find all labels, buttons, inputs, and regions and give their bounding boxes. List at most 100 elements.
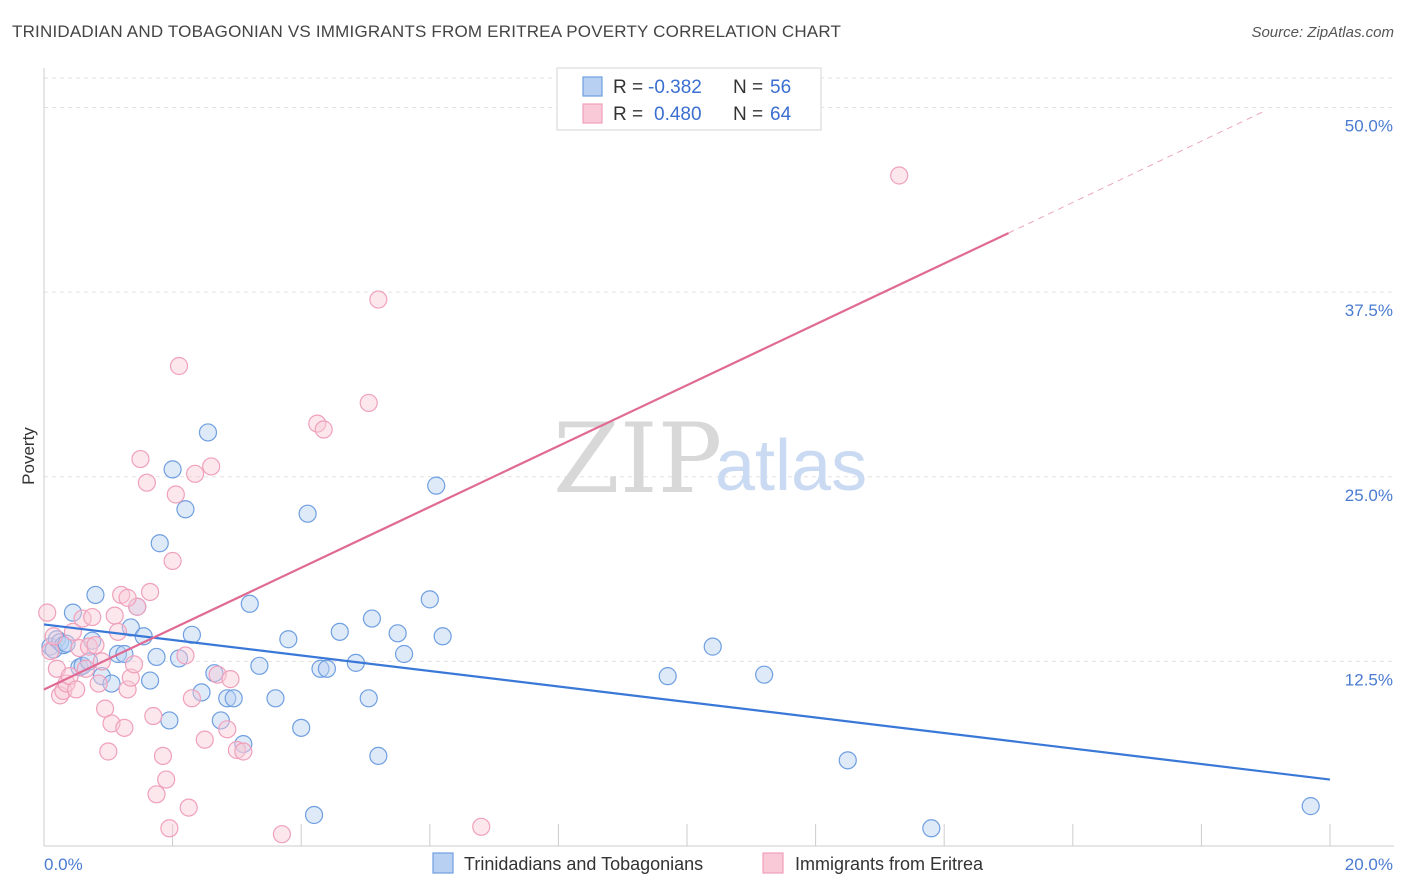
trinidadians-point-50 [420, 590, 439, 609]
trinidadians-point-40 [304, 805, 324, 825]
eritrea-point-19 [99, 742, 118, 761]
y-tick-label-3: 50.0% [1345, 117, 1393, 136]
eritrea-point-21 [105, 606, 124, 625]
y-tick-labels: 12.5% 25.0% 37.5% 50.0% [1345, 117, 1393, 690]
eritrea-point-47 [218, 720, 237, 739]
legend-n-label-2: N = [733, 104, 763, 125]
eritrea-point-25 [118, 680, 137, 699]
eritrea-point-9 [67, 680, 86, 699]
trinidadians-point-27 [192, 683, 211, 702]
legend-r-label-1: R = [613, 77, 643, 98]
trinidadians-point-30 [211, 711, 230, 730]
eritrea-point-15 [86, 636, 105, 655]
trinidadians-point-47 [369, 746, 388, 766]
trinidadians-point-11 [86, 585, 105, 605]
eritrea-point-35 [157, 770, 176, 789]
trend-line-eritrea [43, 232, 1009, 691]
eritrea-point-55 [359, 393, 378, 413]
eritrea-point-32 [144, 706, 163, 726]
trinidadians-point-20 [147, 647, 166, 667]
trinidadians-point-6 [63, 603, 83, 622]
legend-r-value-2: 0.480 [654, 104, 702, 125]
eritrea-point-2 [44, 627, 63, 646]
eritrea-point-58 [118, 588, 137, 607]
legend-swatch-trinidadians [582, 76, 603, 97]
y-tick-label-2: 37.5% [1345, 301, 1393, 320]
trinidadians-point-13 [102, 674, 121, 693]
x-tick-label-1: 20.0% [1345, 855, 1393, 874]
eritrea-point-51 [272, 825, 292, 844]
trinidadians-point-42 [317, 659, 337, 678]
trinidadians-point-22 [160, 711, 179, 730]
eritrea-point-57 [890, 166, 909, 185]
eritrea-point-14 [83, 607, 102, 627]
trend-line-eritrea-extension [1008, 110, 1266, 234]
bottom-legend-swatch-trinidadians [432, 852, 454, 874]
eritrea-point-16 [89, 674, 108, 693]
eritrea-point-13 [79, 637, 99, 656]
eritrea-point-27 [124, 655, 144, 674]
y-tick-label-0: 12.5% [1345, 670, 1393, 689]
eritrea-point-37 [163, 551, 182, 571]
trinidadians-point-32 [224, 689, 243, 708]
eritrea-point-1 [41, 641, 60, 661]
axes [43, 68, 1394, 847]
trinidadians-point-56 [838, 751, 857, 770]
eritrea-point-36 [160, 819, 179, 838]
legend-r-value-1: -0.382 [648, 77, 702, 98]
trinidadians-point-43 [330, 622, 349, 641]
bottom-legend-label-eritrea: Immigrants from Eritrea [795, 854, 984, 874]
eritrea-point-0 [38, 603, 57, 622]
trinidadians-point-57 [922, 819, 941, 838]
trinidadians-point-45 [359, 689, 378, 708]
trinidadians-point-41 [311, 659, 330, 678]
eritrea-point-53 [314, 420, 333, 439]
trinidadians-point-37 [279, 630, 298, 649]
trinidadians-point-19 [140, 671, 160, 690]
trinidadians-point-31 [218, 689, 237, 708]
eritrea-point-29 [131, 449, 150, 469]
legend-n-value-2: 64 [770, 104, 792, 125]
trinidadians-point-28 [198, 423, 218, 442]
bottom-legend-swatch-eritrea [762, 852, 784, 874]
x-tick-label-0: 0.0% [44, 855, 83, 874]
trinidadians-point-23 [163, 460, 182, 479]
eritrea-point-45 [202, 457, 221, 476]
chart-source: Source: ZipAtlas.com [1251, 24, 1394, 41]
eritrea-point-49 [227, 740, 246, 760]
eritrea-point-24 [115, 718, 134, 737]
y-tick-label-1: 25.0% [1345, 486, 1393, 505]
eritrea-point-42 [182, 689, 201, 708]
eritrea-point-31 [140, 582, 160, 602]
trinidadians-point-34 [240, 594, 259, 613]
eritrea-point-56 [472, 817, 491, 836]
eritrea-point-39 [169, 356, 189, 376]
eritrea-point-40 [176, 646, 195, 665]
trinidadians-point-53 [658, 667, 677, 686]
trinidadians-point-21 [150, 534, 169, 553]
legend-n-label-1: N = [733, 77, 763, 98]
eritrea-point-11 [73, 609, 92, 628]
trinidadians-point-52 [427, 476, 446, 495]
watermark-zip: ZIP [553, 403, 722, 515]
eritrea-point-44 [195, 730, 214, 749]
trinidadians-point-51 [433, 627, 452, 646]
x-tick-labels: 0.0% 20.0% [44, 855, 1393, 874]
eritrea-point-26 [121, 668, 140, 687]
trinidadians-point-36 [266, 689, 285, 708]
trinidadians-point-39 [298, 504, 317, 523]
trinidadians-point-49 [394, 644, 414, 664]
watermark: ZIP atlas [553, 403, 867, 515]
trinidadians-point-48 [388, 624, 407, 643]
trend-lines [43, 110, 1331, 781]
y-axis-label: Poverty [19, 427, 38, 485]
trinidadians-point-25 [176, 500, 195, 519]
eritrea-point-33 [147, 785, 166, 804]
eritrea-point-54 [369, 290, 388, 309]
watermark-atlas: atlas [715, 426, 867, 506]
trinidadians-point-46 [362, 609, 382, 628]
trinidadians-point-58 [1301, 797, 1320, 816]
legend-box: R = -0.382 N = 56 R = 0.480 N = 64 [556, 67, 822, 131]
eritrea-point-48 [221, 670, 240, 689]
